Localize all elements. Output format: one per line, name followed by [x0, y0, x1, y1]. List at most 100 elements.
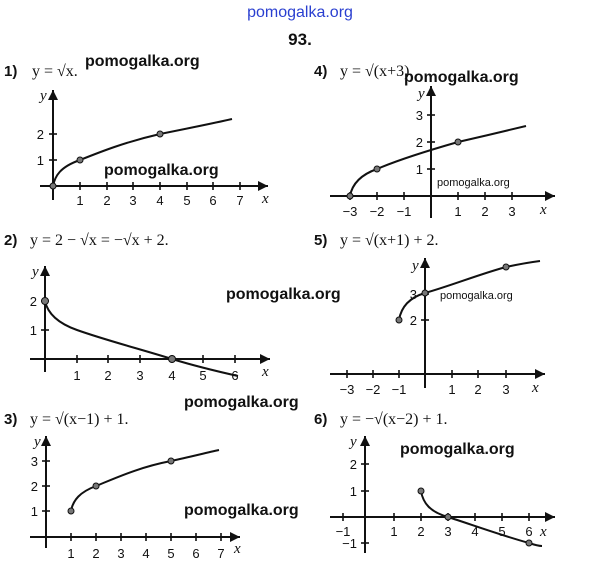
graph-3-point [167, 457, 175, 465]
site-header: pomogalka.org [247, 4, 353, 21]
watermark: pomogalka.org [184, 394, 299, 411]
graph-1-point [76, 156, 84, 164]
graph-6-y-tick: −1 [342, 536, 357, 551]
graph-4-x-label: x [539, 202, 547, 218]
graph-3-point [67, 507, 75, 515]
graph-5-y-tick: 2 [410, 313, 417, 328]
graph-6-x-tick: 2 [417, 524, 424, 539]
graph-2: 2) y = 2 − √x = −√x + 2. y x 1 2 3 4 5 6… [4, 232, 270, 383]
graph-4-point [454, 138, 462, 146]
graph-5-y-label: y [410, 258, 419, 274]
graph-1-x-arrow [258, 181, 268, 191]
graph-3-curve [70, 449, 220, 512]
graph-6-formula: y = −√(x−2) + 1. [340, 411, 448, 428]
graph-3-x-tick: 2 [92, 546, 99, 561]
graph-6-curve [420, 490, 543, 547]
graph-4-y-arrow [426, 86, 436, 96]
graph-4-x-tick: −3 [343, 204, 358, 219]
graph-4-x-tick: 2 [481, 204, 488, 219]
graph-1-y-tick: 2 [37, 127, 44, 142]
watermark: pomogalka.org [85, 53, 200, 70]
graph-3-x-tick: 1 [67, 546, 74, 561]
graph-2-y-tick: 2 [30, 294, 37, 309]
graph-4-y-tick: 2 [416, 135, 423, 150]
graph-3-x-tick: 7 [217, 546, 224, 561]
graph-3-point [92, 482, 100, 490]
graph-4-curve [349, 125, 527, 197]
graph-4-y-tick: 3 [416, 108, 423, 123]
graph-4-x-arrow [545, 191, 555, 201]
graph-1-point [156, 130, 164, 138]
graph-5-formula: y = √(x+1) + 2. [340, 232, 439, 249]
graph-6-x-tick: 4 [471, 524, 478, 539]
graph-3-number: 3) [4, 411, 17, 428]
graph-5-x-ticks: −3 −2 −1 1 2 3 [340, 370, 510, 397]
graph-4-y-tick: 1 [416, 162, 423, 177]
graph-4-x-tick: −2 [370, 204, 385, 219]
graph-6-y-tick: 2 [350, 457, 357, 472]
graph-5-curve [398, 260, 541, 321]
graph-2-x-tick: 3 [136, 368, 143, 383]
watermark: pomogalka.org [184, 502, 299, 519]
graph-2-x-tick: 5 [199, 368, 206, 383]
graph-5: 5) y = √(x+1) + 2. y x −3 −2 −1 1 2 3 2 … [314, 232, 545, 397]
graph-2-curve [44, 300, 239, 377]
graph-3-x-ticks: 1 2 3 4 5 6 7 [67, 533, 225, 561]
graph-5-x-tick: −2 [366, 382, 381, 397]
graph-3-formula: y = √(x−1) + 1. [30, 411, 129, 428]
graph-6-x-tick: 3 [444, 524, 451, 539]
graph-5-point [421, 289, 429, 297]
graph-5-point [502, 263, 510, 271]
graph-1-x-tick: 4 [156, 193, 163, 208]
graph-2-y-arrow [40, 266, 50, 276]
graph-3-y-tick: 3 [31, 454, 38, 469]
graph-6-x-tick: 1 [390, 524, 397, 539]
graph-4-y-label: y [416, 86, 425, 102]
graph-3-x-tick: 6 [192, 546, 199, 561]
graph-6: 6) y = −√(x−2) + 1. y x −1 1 2 3 4 5 6 2… [314, 411, 555, 553]
graph-1: 1) y = √x. y x 1 2 3 4 5 6 7 1 2 [4, 63, 269, 208]
graph-5-x-tick: −3 [340, 382, 355, 397]
graph-5-point [395, 316, 403, 324]
graph-1-x-tick: 2 [103, 193, 110, 208]
graph-1-y-tick: 1 [37, 153, 44, 168]
graph-1-x-label: x [261, 191, 269, 207]
graph-2-point [168, 355, 176, 363]
graph-6-number: 6) [314, 411, 327, 428]
graph-1-x-tick: 3 [129, 193, 136, 208]
graph-5-x-arrow [535, 369, 545, 379]
graph-1-x-tick: 5 [183, 193, 190, 208]
graph-6-y-arrow [360, 436, 370, 446]
graph-4-point [373, 165, 381, 173]
graph-5-x-tick: 2 [474, 382, 481, 397]
graph-6-point [444, 513, 452, 521]
graph-2-point [41, 297, 49, 305]
graph-5-x-tick: 1 [448, 382, 455, 397]
graph-6-y-tick: 1 [350, 484, 357, 499]
graph-4-point [346, 192, 354, 200]
graph-4-x-tick: 3 [508, 204, 515, 219]
graph-4-y-ticks: 1 2 3 [416, 108, 435, 177]
watermarks: pomogalka.org pomogalka.org pomogalka.or… [85, 53, 519, 519]
graph-6-x-label: x [539, 524, 547, 540]
graph-2-formula: y = 2 − √x = −√x + 2. [30, 232, 169, 249]
graph-1-y-arrow [48, 90, 58, 100]
graph-4-formula: y = √(x+3) [340, 63, 409, 80]
graph-6-x-tick: −1 [336, 524, 351, 539]
graph-3-y-ticks: 1 2 3 [31, 454, 50, 519]
graph-6-x-arrow [545, 512, 555, 522]
graph-3-x-tick: 3 [117, 546, 124, 561]
graph-5-number: 5) [314, 232, 327, 249]
graph-1-formula: y = √x. [32, 63, 78, 80]
watermark: pomogalka.org [400, 441, 515, 458]
graph-3-y-tick: 2 [31, 479, 38, 494]
graph-3: 3) y = √(x−1) + 1. y x 1 2 3 4 5 6 7 1 2… [4, 411, 241, 561]
graph-6-point [417, 487, 425, 495]
graph-4-x-tick: −1 [397, 204, 412, 219]
graph-6-y-ticks: 2 1 −1 [342, 457, 369, 551]
graph-6-point [525, 539, 533, 547]
graph-2-x-arrow [260, 354, 270, 364]
watermark: pomogalka.org [437, 177, 510, 189]
graph-5-x-tick: −1 [392, 382, 407, 397]
